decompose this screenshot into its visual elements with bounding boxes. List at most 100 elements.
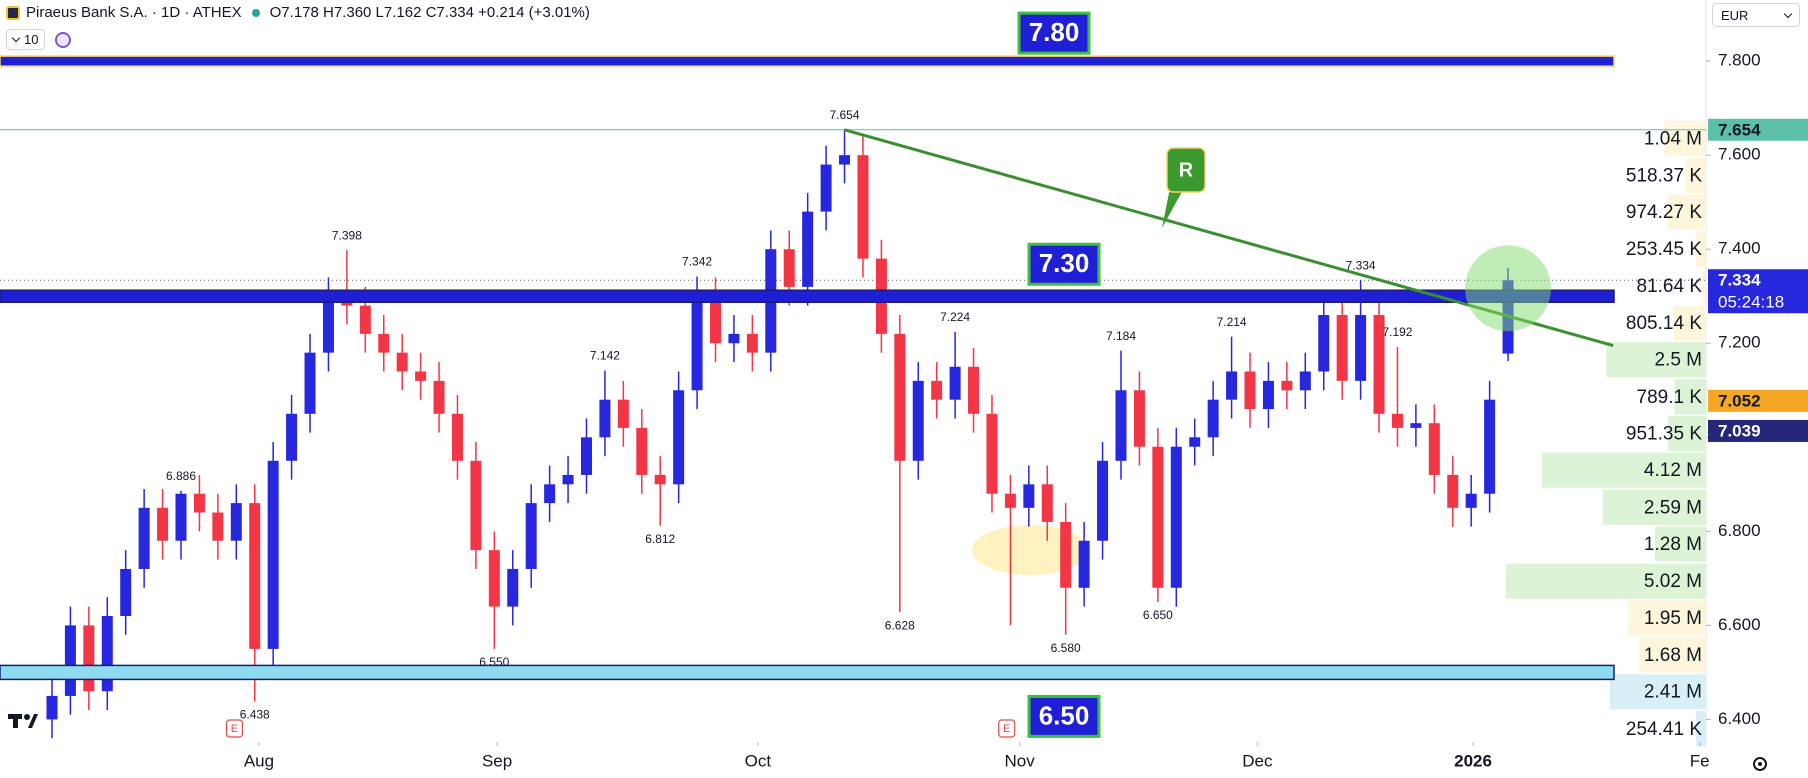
x-tick-label: Nov [1005, 751, 1036, 770]
price-countdown: 05:24:18 [1718, 293, 1784, 312]
candle-body [544, 484, 556, 504]
signal-box [1166, 147, 1206, 193]
candle-body [1447, 474, 1459, 508]
candle-body [673, 390, 685, 485]
volume-profile-bar [1695, 711, 1706, 747]
candle-body [1484, 399, 1496, 494]
candle-body [249, 503, 261, 649]
level-label-box [1017, 11, 1091, 55]
volume-profile-label: 253.45 K [1626, 239, 1702, 260]
volume-profile-label: 789.1 K [1637, 387, 1703, 408]
level-band [0, 289, 1615, 303]
candle-body [64, 625, 76, 696]
volume-profile-bar [1655, 526, 1706, 562]
candle-body [433, 380, 445, 414]
candle-body [470, 460, 482, 551]
candle-body [488, 550, 500, 607]
candle-body [230, 503, 242, 541]
candle-body [304, 352, 316, 414]
point-label: 7.342 [682, 255, 712, 269]
sync-icon[interactable] [55, 31, 72, 48]
candle-body [968, 366, 980, 414]
candle-body [1373, 315, 1385, 414]
volume-profile-label: 805.14 K [1626, 313, 1702, 334]
level-label: 7.80 [1029, 17, 1080, 47]
price-tag [1708, 389, 1808, 412]
indicator-toggle[interactable]: 10 [6, 29, 46, 50]
candle-body [710, 296, 722, 344]
candle-body [636, 427, 648, 475]
level-label-box [1027, 242, 1101, 286]
volume-profile-label: 2.5 M [1654, 350, 1702, 371]
x-tick-label: Dec [1242, 751, 1273, 770]
candle-body [1465, 493, 1477, 508]
volume-profile-bar [1506, 563, 1706, 599]
candle-body [1281, 380, 1293, 391]
candle-body [1207, 399, 1219, 438]
candle-body [1299, 371, 1311, 391]
point-label: 6.628 [885, 618, 915, 632]
price-tag [1708, 118, 1808, 141]
level-label: 7.30 [1039, 248, 1090, 278]
price-tag-label: 7.334 [1718, 271, 1761, 290]
candle-body [580, 437, 592, 475]
volume-profile-label: 951.35 K [1626, 424, 1702, 445]
volume-profile-bar [1673, 305, 1706, 341]
indicator-bar: 10 [6, 29, 72, 50]
candle-body [451, 413, 463, 461]
price-tag-label: 7.052 [1718, 391, 1761, 410]
candle-body [193, 493, 205, 513]
volume-profile-label: 974.27 K [1626, 202, 1702, 223]
candle-body [839, 155, 851, 165]
volume-profile-label: 1.95 M [1644, 608, 1702, 629]
currency-select[interactable]: EUR [1712, 3, 1800, 27]
candle-body [654, 474, 666, 485]
candle-body [1244, 371, 1256, 410]
candle-body [949, 366, 961, 400]
point-label: 7.224 [940, 310, 970, 324]
candle-body [1262, 380, 1274, 410]
candle-body [820, 164, 832, 212]
price-tag [1708, 419, 1808, 442]
point-label: 6.550 [479, 655, 509, 669]
candle-body [562, 474, 574, 485]
volume-profile-bar [1667, 194, 1706, 230]
candle-body [415, 371, 427, 381]
candle-body [912, 380, 924, 461]
candle-body [359, 305, 371, 334]
level-band [0, 55, 1615, 67]
point-label: 7.398 [332, 228, 362, 242]
price-tag-label: 7.039 [1718, 421, 1761, 440]
candle-body [1097, 460, 1109, 541]
volume-profile-label: 5.02 M [1644, 571, 1702, 592]
volume-profile-label: 4.12 M [1644, 460, 1702, 481]
candle-body [1078, 540, 1090, 588]
candle-body [138, 507, 150, 569]
tv-logo [8, 714, 38, 728]
point-label: 7.142 [590, 349, 620, 363]
candle-body [1189, 437, 1201, 447]
settings-icon[interactable] [1753, 757, 1767, 771]
x-tick-label: Sep [482, 751, 512, 770]
point-label: 7.214 [1217, 315, 1247, 329]
y-tick-label: 7.800 [1718, 51, 1761, 70]
point-label: 6.650 [1143, 608, 1173, 622]
candle-body [378, 333, 390, 353]
y-tick-label: 7.400 [1718, 239, 1761, 258]
symbol[interactable]: Piraeus Bank S.A. · 1D · ATHEX [26, 4, 242, 21]
candle-body [507, 568, 519, 607]
plot-area: 7.80 7.30 6.50 R 7.654 7.398 7.342 7.142 6.886 7.… [0, 11, 1706, 747]
signal-label: R [1179, 159, 1194, 181]
candle-body [746, 333, 758, 353]
candle-body [1336, 315, 1348, 381]
currency: EUR [1721, 7, 1749, 23]
point-label: 6.580 [1051, 641, 1081, 655]
y-tick-label: 7.600 [1718, 145, 1761, 164]
symbol-logo [6, 5, 20, 20]
volume-profile-bar [1628, 600, 1706, 636]
candle-body [267, 460, 279, 649]
highlight-circle [1465, 245, 1552, 332]
volume-profile-bar [1664, 120, 1706, 156]
